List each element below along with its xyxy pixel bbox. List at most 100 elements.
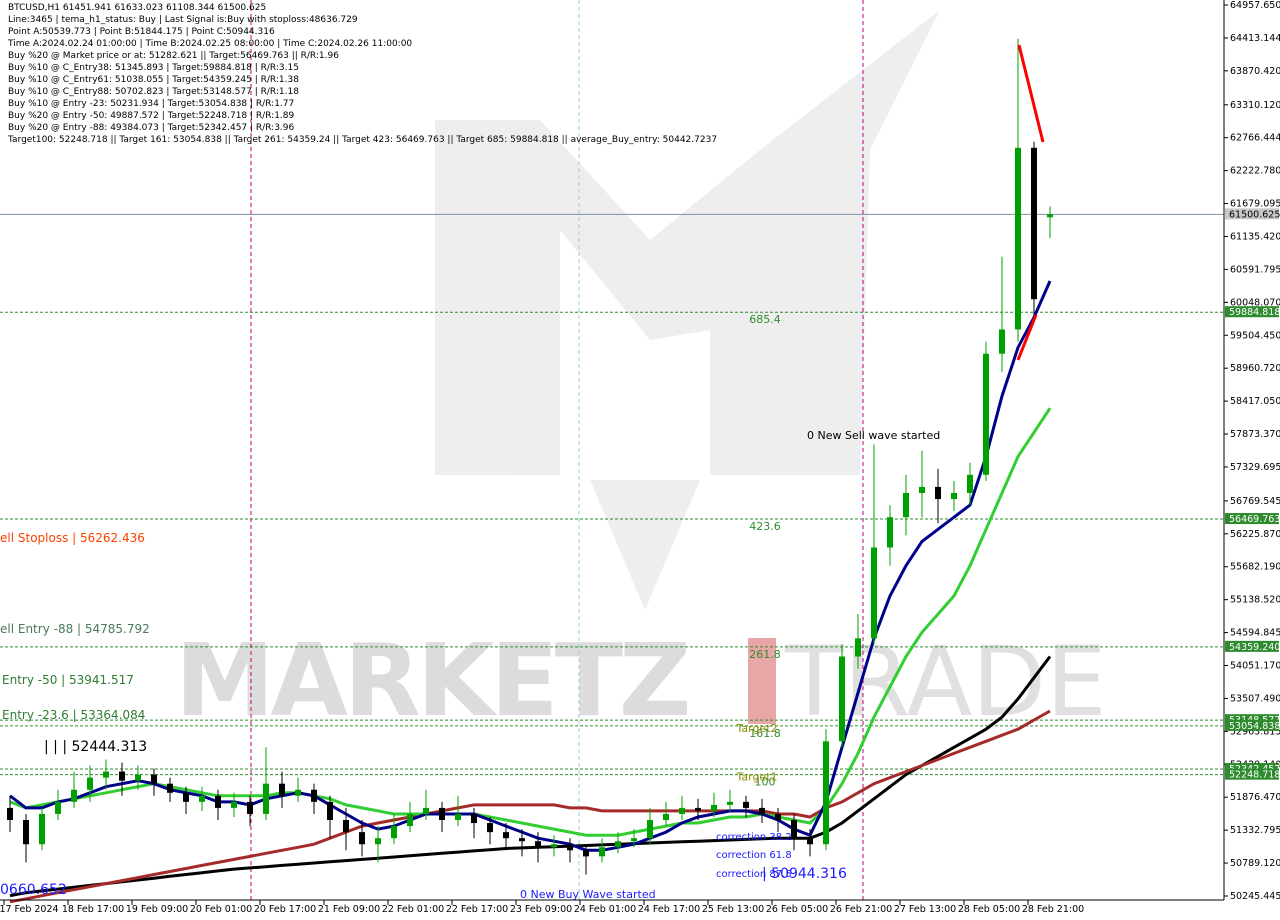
candle-body: [903, 492, 909, 518]
target-label: Target1: [735, 771, 777, 784]
x-tick-label: 24 Feb 01:00: [574, 904, 636, 915]
candle-body: [823, 741, 829, 845]
watermark: MARKETZ: [175, 622, 688, 739]
candle-body: [663, 813, 669, 821]
y-tick-label: 61679.095: [1230, 199, 1280, 210]
candle-body: [871, 547, 877, 639]
x-tick-label: 26 Feb 21:00: [830, 904, 892, 915]
candle-body: [391, 826, 397, 839]
moving-average: [9, 407, 1052, 837]
candle-body: [1047, 214, 1053, 218]
candle-body: [999, 329, 1005, 354]
y-tick-label: 60048.070: [1230, 297, 1280, 308]
candle-body: [503, 832, 509, 839]
y-tick-label: 57329.695: [1230, 462, 1280, 473]
x-tick-label: 22 Feb 01:00: [382, 904, 444, 915]
candle-body: [615, 841, 621, 848]
target-label: Target2: [735, 722, 777, 735]
level-tag-label: 59884.818: [1229, 307, 1280, 318]
open: 61451.941: [63, 3, 112, 13]
candle-body: [695, 807, 701, 811]
candle-body: [455, 813, 461, 821]
annotation: 0660.652: [0, 882, 67, 898]
candle-body: [983, 353, 989, 475]
fib-label: 423.6: [749, 520, 781, 533]
y-tick-label: 51876.470: [1230, 792, 1280, 803]
candle-body: [23, 820, 29, 845]
y-tick-label: 53507.490: [1230, 693, 1280, 704]
candle-body: [231, 801, 237, 808]
candle-body: [167, 783, 173, 793]
annotation: 0 New Buy Wave started: [520, 888, 656, 901]
candle-body: [1031, 147, 1037, 300]
y-tick-label: 50789.120: [1230, 858, 1280, 869]
annotation: | 50944.316: [762, 866, 847, 882]
level-tag-label: 56469.763: [1229, 514, 1280, 525]
x-tick-label: 24 Feb 17:00: [638, 904, 700, 915]
candle-body: [55, 801, 61, 814]
y-tick-label: 64413.144: [1230, 33, 1280, 44]
fib-label: 261.8: [749, 648, 781, 661]
y-tick-label: 55682.190: [1230, 562, 1280, 573]
y-tick-label: 63870.420: [1230, 66, 1280, 77]
zigzag: [1017, 44, 1045, 143]
fib-label: 100: [755, 776, 776, 789]
candle-body: [199, 795, 205, 802]
candle-body: [423, 807, 429, 814]
zigzag: [1016, 314, 1038, 361]
x-tick-label: 28 Feb 21:00: [1022, 904, 1084, 915]
level-tag-label: 53054.838: [1229, 721, 1280, 732]
x-tick-label: 19 Feb 09:00: [126, 904, 188, 915]
x-tick-label: 20 Feb 01:00: [190, 904, 252, 915]
candle-body: [1015, 147, 1021, 330]
info-line: Time A:2024.02.24 01:00:00 | Time B:2024…: [7, 39, 412, 49]
y-tick-label: 62222.780: [1230, 166, 1280, 177]
y-tick-label: 59504.450: [1230, 330, 1280, 341]
candle-body: [839, 656, 845, 742]
candle-body: [279, 783, 285, 796]
candle-body: [583, 850, 589, 857]
symbol: BTCUSD,H1: [8, 3, 60, 13]
candle-body: [327, 801, 333, 821]
level-tag: [1225, 719, 1279, 731]
y-tick-label: 64957.650: [1230, 0, 1280, 11]
y-tick-label: 60591.795: [1230, 264, 1280, 275]
candle-body: [791, 820, 797, 839]
y-tick-label: 57873.370: [1230, 429, 1280, 440]
level-tag: [1225, 640, 1279, 652]
annotation: ell Entry -88 | 54785.792: [0, 622, 150, 636]
y-tick-label: 56225.870: [1230, 529, 1280, 540]
y-tick-label: 54594.845: [1230, 628, 1280, 639]
annotation: correction 38.2: [716, 832, 792, 843]
x-tick-label: 28 Feb 05:00: [958, 904, 1020, 915]
candle-body: [535, 841, 541, 848]
info-line: Target100: 52248.718 || Target 161: 5305…: [7, 135, 717, 145]
candle-body: [71, 789, 77, 802]
y-tick-label: 55138.520: [1230, 595, 1280, 606]
candle-body: [567, 844, 573, 851]
y-tick-label: 54051.170: [1230, 661, 1280, 672]
candle-body: [119, 771, 125, 781]
candle-body: [39, 813, 45, 845]
level-tag: [1225, 768, 1279, 780]
candle-body: [215, 795, 221, 808]
candle-body: [679, 807, 685, 814]
info-line: Line:3465 | tema_h1_status: Buy | Last S…: [8, 15, 358, 25]
candle-body: [7, 807, 13, 821]
current-price-label: 61500.625: [1229, 209, 1280, 220]
y-tick-label: 58417.050: [1230, 396, 1280, 407]
info-line: Point A:50539.773 | Point B:51844.175 | …: [8, 27, 275, 37]
candle-body: [951, 492, 957, 500]
annotation: Entry -23.6 | 53364.084: [2, 708, 145, 722]
annotation: ell Stoploss | 56262.436: [0, 531, 145, 545]
candle-body: [775, 813, 781, 821]
fib-label: 685.4: [749, 313, 781, 326]
candle-body: [727, 801, 733, 805]
annotation: correction 87.5: [716, 869, 792, 880]
candle-body: [407, 813, 413, 827]
watermark-logo: [435, 10, 940, 610]
x-tick-label: 22 Feb 17:00: [446, 904, 508, 915]
watermark: TRADE: [784, 626, 1107, 738]
